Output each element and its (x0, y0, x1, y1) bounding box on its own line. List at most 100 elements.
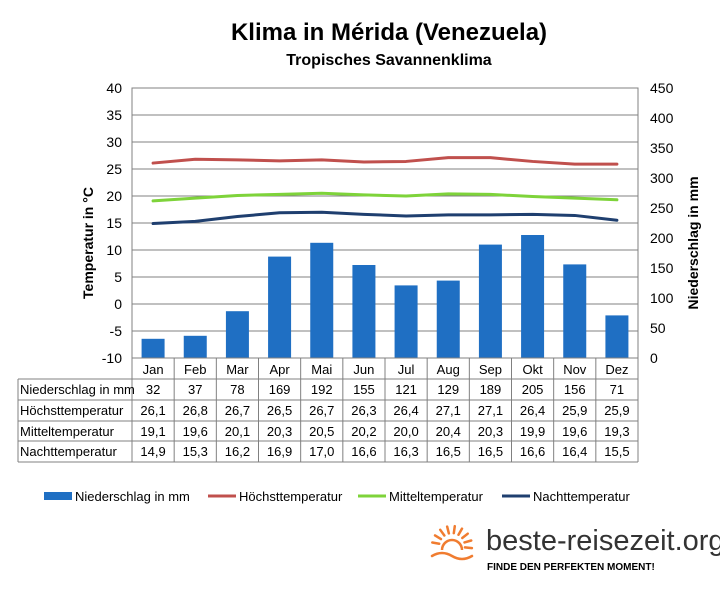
chart-subtitle: Tropisches Savannenklima (286, 52, 492, 69)
table-cell: 14,9 (140, 444, 165, 459)
table-cell: 17,0 (309, 444, 334, 459)
left-tick-label: 10 (106, 242, 122, 258)
chart-title: Klima in Mérida (Venezuela) (231, 19, 547, 46)
table-cell: 26,7 (225, 403, 250, 418)
right-tick-label: 450 (650, 80, 674, 96)
table-cell: 37 (188, 382, 202, 397)
table-cell: 20,3 (478, 424, 503, 439)
left-tick-label: 35 (106, 107, 122, 123)
table-row-label: Niederschlag in mm (20, 382, 135, 397)
table-cell: 25,9 (604, 403, 629, 418)
category-label: Dez (605, 362, 628, 377)
precipitation-bar (563, 264, 587, 358)
right-tick-label: 400 (650, 110, 674, 126)
table-cell: 155 (353, 382, 375, 397)
table-cell: 25,9 (562, 403, 587, 418)
table-cell: 15,5 (604, 444, 629, 459)
category-label: Sep (479, 362, 502, 377)
gridlines (132, 87, 638, 359)
table-cell: 32 (146, 382, 160, 397)
category-label: Mar (226, 362, 249, 377)
precipitation-bar (352, 265, 376, 358)
left-tick-label: -10 (102, 350, 122, 366)
table-cell: 20,2 (351, 424, 376, 439)
category-label: Aug (437, 362, 460, 377)
table-cell: 26,4 (520, 403, 545, 418)
table-row-label: Höchsttemperatur (20, 403, 124, 418)
series-line (151, 210, 619, 226)
brand-tagline: FINDE DEN PERFEKTEN MOMENT! (487, 562, 655, 573)
table-cell: 16,3 (393, 444, 418, 459)
category-label: Mai (311, 362, 332, 377)
right-tick-label: 50 (650, 320, 666, 336)
right-tick-label: 200 (650, 230, 674, 246)
precipitation-bar (183, 335, 207, 358)
table-cell: 26,4 (393, 403, 418, 418)
left-tick-label: -5 (110, 323, 123, 339)
data-table: Jan Feb Mar Apr Mai Jun Jul Aug Sep Okt Nov Dez Nied… (17, 357, 639, 463)
precipitation-bar (141, 338, 165, 358)
right-tick-label: 250 (650, 200, 674, 216)
table-cell: 169 (269, 382, 291, 397)
table-cell: 129 (437, 382, 459, 397)
right-axis-ticks: 450 400 350 300 250 200 150 100 50 0 (650, 80, 674, 366)
right-tick-label: 150 (650, 260, 674, 276)
table-cell: 27,1 (478, 403, 503, 418)
table-cell: 20,0 (393, 424, 418, 439)
temperature-lines (151, 156, 619, 226)
table-cell: 121 (395, 382, 417, 397)
table-cell: 16,6 (351, 444, 376, 459)
left-tick-label: 40 (106, 80, 122, 96)
right-axis-title: Niederschlag in mm (685, 176, 701, 309)
table-cell: 16,2 (225, 444, 250, 459)
table-cell: 189 (480, 382, 502, 397)
category-label: Jul (398, 362, 415, 377)
table-cell: 205 (522, 382, 544, 397)
right-tick-label: 350 (650, 140, 674, 156)
left-tick-label: 25 (106, 161, 122, 177)
table-cell: 19,6 (562, 424, 587, 439)
left-tick-label: 5 (114, 269, 122, 285)
sun-icon (430, 524, 474, 561)
table-row-label: Mitteltemperatur (20, 424, 115, 439)
table-cell: 26,1 (140, 403, 165, 418)
table-cell: 20,3 (267, 424, 292, 439)
table-cell: 20,1 (225, 424, 250, 439)
table-cell: 78 (230, 382, 244, 397)
branding: beste-reisezeit.org FINDE DEN PERFEKTEN … (430, 524, 720, 573)
right-tick-label: 0 (650, 350, 658, 366)
category-label: Jan (143, 362, 164, 377)
precipitation-bar (605, 315, 629, 358)
table-cell: 20,5 (309, 424, 334, 439)
category-label: Jun (353, 362, 374, 377)
table-cell: 26,7 (309, 403, 334, 418)
precipitation-bar (310, 242, 334, 358)
table-cell: 20,4 (436, 424, 461, 439)
legend-label: Nachttemperatur (533, 489, 630, 504)
precipitation-bar (268, 256, 292, 358)
table-cell: 71 (610, 382, 624, 397)
left-tick-label: 15 (106, 215, 122, 231)
left-axis-ticks: 40 35 30 25 20 15 10 5 0 -5 -10 (102, 80, 122, 366)
right-tick-label: 100 (650, 290, 674, 306)
table-cell: 16,6 (520, 444, 545, 459)
table-cell: 26,3 (351, 403, 376, 418)
category-label: Apr (269, 362, 290, 377)
table-cell: 16,4 (562, 444, 587, 459)
series-line (151, 191, 619, 203)
category-label: Okt (522, 362, 543, 377)
precipitation-bar (225, 311, 249, 358)
series-line (151, 156, 619, 166)
left-tick-label: 0 (114, 296, 122, 312)
brand-name: beste-reisezeit.org (486, 525, 720, 557)
precipitation-bars (141, 235, 629, 358)
table-cell: 19,1 (140, 424, 165, 439)
precipitation-bar (478, 244, 502, 358)
table-cell: 26,8 (183, 403, 208, 418)
table-cell: 15,3 (183, 444, 208, 459)
table-cell: 19,6 (183, 424, 208, 439)
table-cell: 156 (564, 382, 586, 397)
precipitation-bar (521, 235, 545, 358)
legend-swatch (44, 492, 72, 500)
